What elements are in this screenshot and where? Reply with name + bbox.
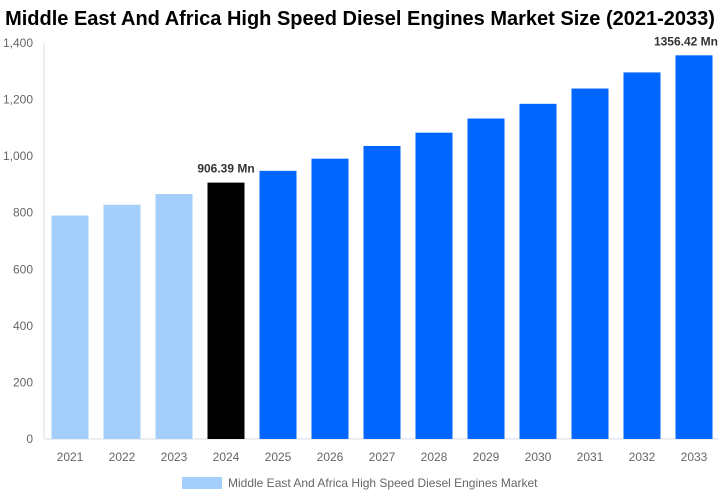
y-axis: 0 200 400 600 800 1,000 1,200 1,400 xyxy=(3,36,45,446)
data-label-2033: 1356.42 Mn xyxy=(654,34,718,48)
bar-2022[interactable] xyxy=(103,204,141,439)
bar-2021[interactable] xyxy=(51,215,89,439)
legend-label: Middle East And Africa High Speed Diesel… xyxy=(228,476,538,490)
bar-2032[interactable] xyxy=(623,72,661,439)
bar-2027[interactable] xyxy=(363,145,401,439)
x-tick-label: 2022 xyxy=(109,450,136,464)
x-tick-label: 2028 xyxy=(421,450,448,464)
y-tick-label: 0 xyxy=(26,432,33,446)
bar-2029[interactable] xyxy=(467,118,505,439)
x-tick-label: 2029 xyxy=(473,450,500,464)
x-tick-label: 2023 xyxy=(161,450,188,464)
x-tick-label: 2027 xyxy=(369,450,396,464)
bar-2023[interactable] xyxy=(155,194,193,439)
bar-2031[interactable] xyxy=(571,88,609,439)
y-tick-label: 600 xyxy=(13,262,33,276)
bar-2025[interactable] xyxy=(259,170,297,439)
y-tick-label: 1,200 xyxy=(3,93,33,107)
bar-2033[interactable] xyxy=(675,55,713,440)
x-tick-label: 2026 xyxy=(317,450,344,464)
legend-swatch xyxy=(182,477,222,489)
bar-2030[interactable] xyxy=(519,103,557,440)
bar-2026[interactable] xyxy=(311,158,349,439)
x-tick-label: 2030 xyxy=(525,450,552,464)
bars xyxy=(51,55,713,440)
x-tick-label: 2031 xyxy=(577,450,604,464)
x-axis: 2021 2022 2023 2024 2025 2026 2027 2028 2029 2030… xyxy=(44,438,718,464)
bar-2028[interactable] xyxy=(415,132,453,439)
x-tick-label: 2024 xyxy=(213,450,240,464)
x-tick-label: 2021 xyxy=(57,450,84,464)
x-tick-label: 2025 xyxy=(265,450,292,464)
data-label-2024: 906.39 Mn xyxy=(197,162,254,176)
legend[interactable]: Middle East And Africa High Speed Diesel… xyxy=(182,476,538,490)
y-tick-label: 200 xyxy=(13,375,33,389)
y-tick-label: 800 xyxy=(13,206,33,220)
data-labels: 906.39 Mn 1356.42 Mn xyxy=(197,34,718,175)
bar-2024[interactable] xyxy=(207,182,245,440)
y-tick-label: 1,400 xyxy=(3,36,33,50)
x-tick-label: 2032 xyxy=(629,450,656,464)
chart-title: Middle East And Africa High Speed Diesel… xyxy=(5,8,715,30)
y-tick-label: 1,000 xyxy=(3,149,33,163)
y-tick-label: 400 xyxy=(13,319,33,333)
x-tick-label: 2033 xyxy=(681,450,708,464)
